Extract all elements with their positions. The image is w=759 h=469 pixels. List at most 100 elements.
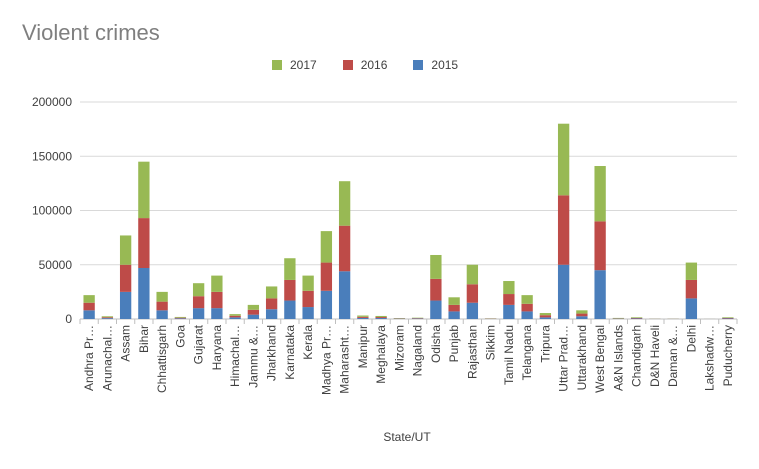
bar-segment-2015: [119, 291, 132, 319]
bar-segment-2016: [630, 317, 643, 319]
bar-segment-2017: [503, 281, 515, 295]
bar-segment-2017: [448, 297, 460, 305]
bar-segment-2017: [630, 317, 643, 318]
x-axis-title: State/UT: [383, 430, 431, 444]
bar-segment-2017: [320, 231, 333, 263]
bar-segment-2017: [521, 295, 533, 304]
bar-segment-2016: [503, 294, 515, 305]
legend-swatch-2016: [342, 60, 353, 70]
x-tick-label: Jharkhand: [265, 325, 279, 381]
bar-segment-2015: [156, 310, 168, 319]
bar-segment-2017: [138, 161, 150, 219]
x-tick-label: Andhra Pr…: [82, 325, 96, 391]
bar-segment-2017: [375, 315, 387, 318]
bar-segment-2017: [338, 181, 351, 226]
bar-segment-2015: [630, 318, 643, 319]
x-tick-label: Haryana: [210, 325, 224, 371]
bar-segment-2017: [722, 317, 734, 318]
x-tick-label: Madhya Pr…: [319, 325, 333, 395]
x-tick-label: Nagaland: [411, 325, 425, 376]
bar-segment-2015: [247, 314, 260, 319]
bar-segment-2016: [448, 304, 460, 312]
bar-segment-2015: [101, 318, 114, 319]
bar-segment-2015: [174, 318, 187, 319]
x-tick-label: Tamil Nadu: [502, 325, 516, 385]
x-tick-label: Arunachal…: [100, 325, 114, 391]
bar-segment-2017: [265, 286, 278, 299]
x-tick-label: Kerala: [301, 325, 315, 360]
bar-segment-2015: [430, 300, 442, 319]
bar-segment-2015: [448, 311, 460, 319]
bar-segment-2017: [83, 295, 95, 303]
bar-segment-2017: [557, 123, 570, 196]
bar-segment-2016: [357, 316, 369, 318]
bar-segment-2016: [320, 262, 333, 291]
x-tick-label: Meghalaya: [374, 325, 388, 384]
x-tick-label: Mizoram: [392, 325, 406, 371]
bar-segment-2017: [101, 316, 114, 318]
y-tick-label: 100000: [32, 204, 72, 218]
bar-segment-2015: [229, 317, 241, 319]
x-tick-label: D&N Haveli: [648, 325, 662, 387]
bar-segment-2016: [338, 225, 351, 272]
x-tick-label: Bihar: [137, 325, 151, 353]
bar-segment-2017: [430, 254, 442, 279]
bar-segment-2016: [265, 298, 278, 310]
y-tick-label: 50000: [39, 258, 73, 272]
x-tick-label: Goa: [173, 325, 187, 348]
x-tick-label: Odisha: [429, 325, 443, 363]
x-tick-label: Chandigarh: [630, 325, 644, 387]
bar-segment-2016: [521, 303, 533, 312]
bar-segment-2015: [320, 290, 333, 319]
bar-segment-2016: [722, 317, 734, 319]
bar-segment-2016: [138, 218, 150, 269]
bar-segment-2015: [503, 304, 515, 319]
bar-segment-2016: [685, 279, 698, 299]
bar-segment-2017: [284, 258, 296, 280]
x-tick-label: Assam: [119, 325, 133, 362]
bar-segment-2015: [722, 318, 734, 319]
bar-segment-2017: [192, 283, 205, 297]
bar-segment-2015: [521, 311, 533, 319]
bar-segment-2016: [576, 313, 588, 317]
x-tick-label: Uttar Prad…: [557, 325, 571, 392]
x-tick-label: Puducherry: [721, 325, 735, 386]
x-tick-label: Gujarat: [192, 324, 206, 364]
bar-segment-2015: [466, 302, 479, 319]
bar-segment-2017: [302, 275, 314, 291]
bar-segment-2015: [375, 318, 387, 319]
bar-segment-2015: [83, 310, 95, 319]
bar-segment-2015: [192, 308, 205, 319]
bar-segment-2015: [338, 271, 351, 319]
bar-segment-2016: [302, 290, 314, 308]
y-tick-label: 200000: [32, 95, 72, 109]
bar-segment-2017: [539, 313, 552, 316]
gridlines: [80, 101, 737, 320]
bar-segment-2017: [119, 235, 132, 265]
bar-segment-2015: [539, 317, 552, 319]
bar-segment-2015: [211, 308, 223, 319]
bars: [83, 123, 734, 319]
bar-segment-2016: [375, 317, 387, 319]
bar-segment-2017: [594, 166, 606, 222]
bar-segment-2016: [557, 195, 570, 265]
bar-segment-2015: [284, 300, 296, 319]
bar-segment-2015: [302, 307, 314, 319]
bar-segment-2016: [174, 317, 187, 319]
legend-swatch-2017: [272, 60, 282, 70]
bar-segment-2016: [284, 279, 296, 301]
bar-segment-2017: [247, 304, 260, 310]
legend: 2017 2016 2015: [272, 58, 458, 72]
chart-title: Violent crimes: [22, 20, 160, 45]
x-tick-label: Delhi: [684, 325, 698, 352]
x-tick-label: Telangana: [520, 325, 534, 381]
x-tick-label: Rajasthan: [465, 325, 479, 379]
bar-segment-2016: [539, 315, 552, 318]
x-tick-label: Manipur: [356, 325, 370, 368]
bar-segment-2016: [247, 309, 260, 315]
x-tick-label: Maharasht…: [338, 325, 352, 394]
x-tick-label: Tripura: [538, 325, 552, 363]
x-axis: Andhra Pr… Arunachal… Assam Bihar Chhattisga…: [79, 319, 738, 395]
